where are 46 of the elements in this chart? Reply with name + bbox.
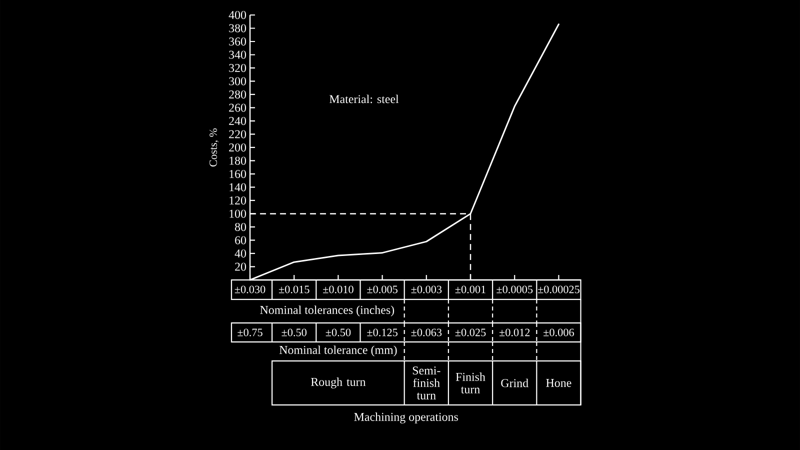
y-tick-label: 140 (230, 183, 246, 192)
text: Grind (501, 378, 528, 388)
text: Semi-finish turn (412, 366, 440, 400)
x-tick-label: ±0.001 (455, 286, 486, 294)
y-tick-label: 400 (228, 10, 246, 20)
y-tick-label: 240 (229, 116, 246, 126)
y-tick-label: 220 (229, 130, 246, 138)
text: ±0.006 (544, 328, 574, 336)
annotation: Material: steel (329, 94, 399, 104)
y-tick-label: 300 (229, 77, 246, 86)
text: ±0.063 (411, 328, 442, 336)
y-tick-label: 180 (230, 156, 246, 165)
x-tick-label: ±0.010 (323, 286, 354, 294)
y-tick-label: 40 (234, 249, 246, 258)
y-tick-label: 80 (234, 222, 246, 232)
text: Nominal tolerance (mm) (279, 346, 397, 356)
text: Machining operations (354, 412, 458, 424)
text: ±0.50 (282, 328, 307, 336)
text: ±0.125 (367, 328, 398, 336)
text: ±0.75 (238, 328, 262, 336)
y-tick-label: 280 (229, 90, 246, 99)
x-tick-label: ±0.0005 (496, 286, 533, 294)
y-axis-title: Costs, % (210, 128, 219, 167)
x-tick-label: ±0.003 (411, 286, 442, 294)
x-axis-title: Nominal tolerances (inches) (260, 306, 394, 316)
y-tick-label: 200 (229, 143, 246, 152)
y-tick-label: 160 (230, 170, 246, 178)
x-tick-label: ±0.00025 (538, 286, 580, 294)
text: Finish turn (456, 372, 486, 394)
text: ±0.025 (455, 328, 486, 336)
x-tick-label: ±0.005 (367, 286, 398, 294)
y-tick-label: 120 (230, 196, 246, 205)
y-tick-label: 360 (229, 37, 246, 46)
y-tick-label: 100 (230, 210, 246, 218)
y-tick-label: 380 (229, 24, 246, 32)
y-tick-label: 20 (235, 262, 246, 271)
y-tick-label: 60 (235, 236, 246, 244)
text: Rough turn (310, 378, 366, 388)
text: Hone (546, 379, 572, 387)
y-tick-label: 320 (229, 64, 246, 72)
x-tick-label: ±0.030 (234, 286, 266, 294)
y-tick-label: 260 (229, 104, 246, 112)
text: ±0.50 (326, 328, 351, 336)
text: ±0.012 (499, 328, 530, 336)
x-tick-label: ±0.015 (278, 286, 310, 294)
y-tick-label: 340 (229, 50, 246, 59)
